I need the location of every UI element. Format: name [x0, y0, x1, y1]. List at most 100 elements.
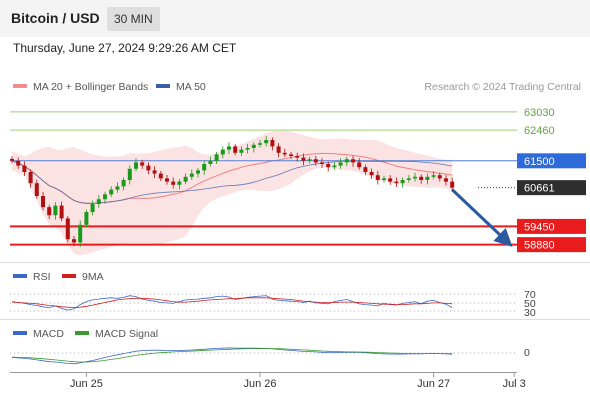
candle-body	[357, 162, 362, 168]
candle-body	[202, 164, 207, 171]
candle-body	[16, 160, 21, 166]
candle-body	[84, 212, 89, 225]
legend-swatch-rsi	[13, 274, 27, 278]
resistance-label-1: 63030	[524, 107, 555, 119]
macd-signal-line	[11, 348, 453, 363]
candle-body	[177, 181, 182, 185]
legend-macd-signal: MACD Signal	[95, 328, 158, 340]
candle-body	[41, 196, 45, 208]
candle-body	[444, 178, 448, 182]
candle-body	[437, 175, 442, 179]
candle-body	[313, 159, 318, 163]
candle-body	[103, 194, 107, 200]
candle-body	[208, 160, 213, 164]
candle-body	[127, 168, 132, 180]
candle-body	[251, 144, 256, 148]
candle-body	[115, 186, 120, 190]
candle-body	[158, 173, 163, 179]
candle-body	[425, 176, 430, 180]
candle-body	[196, 170, 200, 174]
candle-body	[382, 178, 386, 180]
legend-bollinger: MA 20 + Bollinger Bands	[33, 81, 148, 93]
legend-macd: MACD	[33, 328, 64, 340]
candle-body	[53, 205, 58, 216]
support-label-box-1	[517, 218, 586, 234]
last-price-label: 60661	[524, 183, 555, 195]
candle-body	[301, 157, 306, 161]
candle-body	[282, 152, 287, 155]
candle-body	[307, 159, 312, 161]
rsi-label-50: 50	[524, 298, 536, 310]
ma50-line	[11, 160, 453, 204]
candle-body	[171, 181, 176, 185]
candle-body	[388, 178, 393, 182]
timeframe-button[interactable]: 30 MIN	[107, 7, 160, 31]
candle-body	[332, 165, 337, 168]
candle-body	[28, 172, 33, 184]
legend-swatch-9ma	[62, 274, 76, 278]
macd-line	[11, 347, 453, 365]
candle-body	[289, 154, 293, 156]
macd-zero-label: 0	[524, 347, 530, 359]
candle-body	[320, 162, 324, 164]
legend-ma50: MA 50	[176, 81, 206, 93]
candle-body	[146, 165, 151, 171]
candle-body	[189, 173, 194, 177]
rsi-label-30: 30	[524, 307, 536, 319]
candle-body	[59, 205, 64, 219]
candle-body	[245, 148, 250, 150]
candle-body	[233, 146, 238, 153]
candle-body	[419, 176, 424, 180]
candle-body	[431, 175, 436, 177]
candle-body	[363, 167, 368, 172]
candle-body	[227, 146, 231, 150]
candle-body	[369, 172, 374, 176]
support-label-1: 59450	[524, 221, 555, 233]
x-tick-label: Jun 27	[417, 378, 450, 390]
instrument-title: Bitcoin / USD	[11, 10, 100, 26]
last-price-box	[517, 180, 586, 196]
candle-body	[140, 162, 145, 166]
candle-body	[165, 178, 169, 182]
candle-body	[183, 176, 188, 182]
candle-body	[134, 162, 138, 169]
legend-9ma: 9MA	[82, 271, 104, 283]
ma50-label: 61500	[524, 156, 555, 168]
candle-body	[338, 162, 343, 166]
support-label-2: 58880	[524, 240, 555, 252]
rsi-9ma-line	[11, 297, 453, 309]
legend-swatch-macd-signal	[75, 331, 89, 335]
resistance-label-2: 62460	[524, 125, 555, 137]
credit-text: Research © 2024 Trading Central	[424, 81, 581, 93]
candle-body	[78, 224, 83, 243]
x-axis-ticks: Jun 25 Jun 26 Jun 27 Jul 3	[70, 372, 526, 390]
candle-body	[152, 170, 157, 174]
legend-rsi: RSI	[33, 271, 51, 283]
candle-body	[375, 175, 380, 180]
legend-swatch-macd	[13, 331, 27, 335]
legend-swatch-ma50	[156, 84, 170, 88]
rsi-line	[11, 295, 453, 311]
candle-body	[394, 181, 399, 184]
candle-body	[258, 143, 262, 145]
forecast-arrow	[451, 188, 513, 247]
candle-body	[295, 156, 300, 158]
legend-swatch-bollinger	[13, 84, 27, 88]
timestamp: Thursday, June 27, 2024 9:29:26 AM CET	[13, 41, 237, 55]
candle-body	[47, 207, 52, 216]
candle-body	[264, 140, 269, 144]
candle-body	[22, 165, 27, 172]
candle-body	[239, 149, 244, 153]
candle-body	[10, 158, 14, 161]
candle-body	[220, 149, 225, 155]
candle-body	[450, 181, 455, 188]
candle-body	[65, 218, 70, 240]
x-tick-label: Jun 26	[243, 378, 276, 390]
candle-body	[121, 180, 126, 187]
candle-body	[351, 159, 355, 163]
candlestick-series	[10, 135, 455, 247]
candle-body	[270, 140, 275, 147]
x-tick-label: Jul 3	[503, 378, 526, 390]
header-bar	[0, 0, 590, 37]
